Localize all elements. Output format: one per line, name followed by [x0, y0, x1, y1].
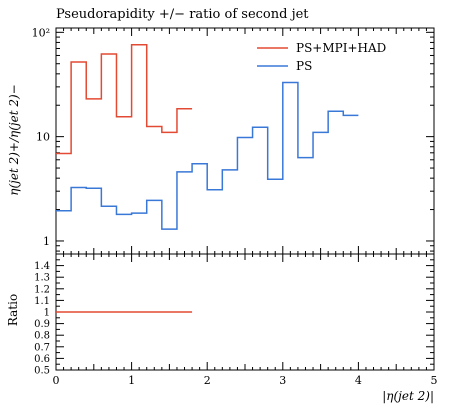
- ratio-y-tick-label: 0.5: [34, 366, 50, 377]
- legend-label-ps-mpi-had: PS+MPI+HAD: [296, 41, 386, 55]
- ratio-y-tick-label: 1.3: [34, 273, 50, 284]
- chart-title: Pseudorapidity +/− ratio of second jet: [56, 7, 309, 22]
- ratio-y-tick-label: 0.6: [34, 354, 50, 365]
- legend: PS+MPI+HAD PS: [257, 41, 386, 73]
- x-tick-label: 0: [53, 374, 60, 387]
- legend-label-ps: PS: [296, 59, 312, 73]
- main-plot-frame: [56, 28, 434, 254]
- ratio-y-tick-label: 1: [44, 308, 50, 319]
- x-tick-label: 3: [279, 374, 286, 387]
- main-series-group: [56, 45, 358, 229]
- series-line-ps: [56, 83, 358, 230]
- ratio-y-axis-label: Ratio: [6, 294, 20, 326]
- ratio-y-axis: 0.50.60.70.80.911.11.21.31.4: [34, 254, 434, 377]
- x-tick-label: 2: [204, 374, 211, 387]
- main-x-ticks: [56, 28, 434, 254]
- x-axis-label: |η(jet 2)|: [382, 389, 434, 403]
- main-y-tick-label: 1: [43, 235, 50, 248]
- ratio-x-axis: 0 1 2 3 4 5: [53, 254, 438, 387]
- ratio-y-tick-label: 0.8: [34, 331, 50, 342]
- ratio-y-tick-label: 1.1: [34, 296, 50, 307]
- main-y-axis: 1 10 10²: [32, 26, 434, 251]
- main-y-tick-label: 10: [36, 131, 50, 144]
- main-y-tick-label: 10²: [32, 26, 50, 39]
- main-y-axis-label: η(jet 2)+/η(jet 2)−: [7, 84, 21, 195]
- ratio-y-tick-label: 0.7: [34, 342, 50, 353]
- main-panel: 1 10 10² η(jet 2)+/η(jet 2)− PS+MPI+HAD PS: [7, 26, 434, 254]
- x-tick-label: 5: [431, 374, 438, 387]
- x-tick-label: 4: [355, 374, 362, 387]
- series-line-ps-mpi-had: [56, 45, 192, 154]
- ratio-y-tick-label: 1.2: [34, 284, 50, 295]
- ratio-y-tick-label: 1.4: [34, 261, 50, 272]
- ratio-y-tick-label: 0.9: [34, 319, 50, 330]
- x-tick-label: 1: [128, 374, 135, 387]
